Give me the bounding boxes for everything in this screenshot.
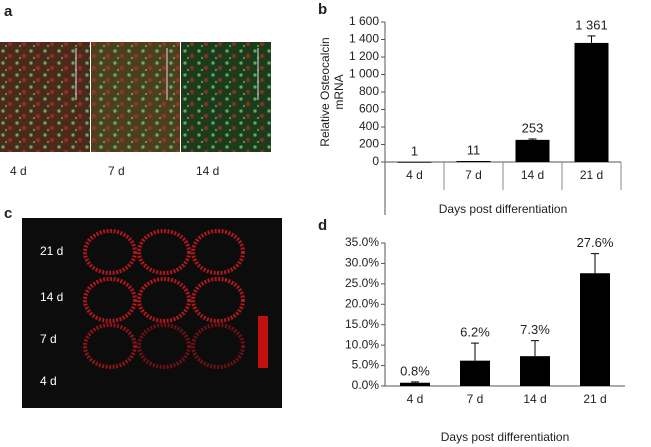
x-tick-label: 4 d bbox=[406, 168, 423, 182]
y-tick-label: 0 bbox=[372, 154, 379, 168]
x-axis-label: Days post differentiation bbox=[439, 202, 568, 216]
row-label: 7 d bbox=[40, 332, 57, 346]
plate-image bbox=[22, 218, 282, 408]
y-tick-label: 1 600 bbox=[349, 14, 379, 28]
x-tick-label: 7 d bbox=[465, 168, 482, 182]
y-tick-label: 25.0% bbox=[345, 276, 379, 290]
y-tick-label: 5.0% bbox=[352, 358, 380, 372]
y-tick-label: 30.0% bbox=[345, 256, 379, 270]
row-label: 4 d bbox=[40, 374, 57, 388]
bar bbox=[520, 356, 550, 386]
value-label: 253 bbox=[522, 120, 544, 135]
x-tick-label: 21 d bbox=[583, 392, 606, 406]
y-tick-label: 20.0% bbox=[345, 296, 379, 310]
y-tick-label: 1 400 bbox=[349, 32, 379, 46]
value-label: 1 bbox=[411, 143, 418, 158]
panel-label: d bbox=[318, 217, 327, 234]
y-tick-label: 10.0% bbox=[345, 337, 379, 351]
x-axis-label: Days post differentiation bbox=[441, 430, 570, 444]
bar bbox=[515, 139, 550, 162]
value-label: 27.6% bbox=[577, 235, 614, 250]
bar bbox=[397, 161, 432, 163]
y-tick-label: 1 200 bbox=[349, 49, 379, 63]
x-tick-label: 7 d bbox=[467, 392, 484, 406]
value-label: 1 361 bbox=[575, 17, 608, 32]
bar bbox=[456, 161, 491, 162]
y-tick-label: 200 bbox=[359, 137, 379, 151]
y-tick-label: 400 bbox=[359, 119, 379, 133]
x-tick-label: 4 d bbox=[407, 392, 424, 406]
image-texture bbox=[91, 42, 180, 152]
panel-label: a bbox=[4, 3, 13, 20]
panel-label: b bbox=[318, 1, 327, 18]
y-axis-label: mRNA bbox=[332, 74, 346, 109]
y-axis-label: Relative Osteocalcin bbox=[318, 37, 332, 146]
row-label: 21 d bbox=[40, 244, 63, 258]
micrographs bbox=[0, 42, 271, 152]
value-label: 11 bbox=[467, 142, 481, 157]
bar bbox=[460, 360, 490, 386]
image-label: 7 d bbox=[108, 164, 125, 178]
value-label: 6.2% bbox=[460, 325, 490, 340]
x-tick-label: 14 d bbox=[523, 392, 546, 406]
x-tick-label: 21 d bbox=[580, 168, 603, 182]
bar bbox=[580, 273, 610, 386]
panel-label: c bbox=[4, 205, 12, 222]
bar bbox=[400, 382, 430, 386]
image-texture bbox=[0, 42, 90, 152]
y-tick-label: 35.0% bbox=[345, 235, 379, 249]
bar bbox=[574, 42, 609, 162]
row-label: 14 d bbox=[40, 290, 63, 304]
y-tick-label: 15.0% bbox=[345, 317, 379, 331]
y-tick-label: 600 bbox=[359, 102, 379, 116]
y-tick-label: 0.0% bbox=[352, 378, 380, 392]
color-bar bbox=[258, 316, 268, 368]
image-label: 4 d bbox=[10, 164, 27, 178]
image-label: 14 d bbox=[196, 164, 219, 178]
y-tick-label: 800 bbox=[359, 84, 379, 98]
value-label: 7.3% bbox=[520, 322, 550, 337]
wells bbox=[83, 229, 245, 369]
image-texture bbox=[181, 42, 271, 152]
y-tick-label: 1 000 bbox=[349, 67, 379, 81]
x-tick-label: 14 d bbox=[521, 168, 544, 182]
value-label: 0.8% bbox=[400, 363, 430, 378]
